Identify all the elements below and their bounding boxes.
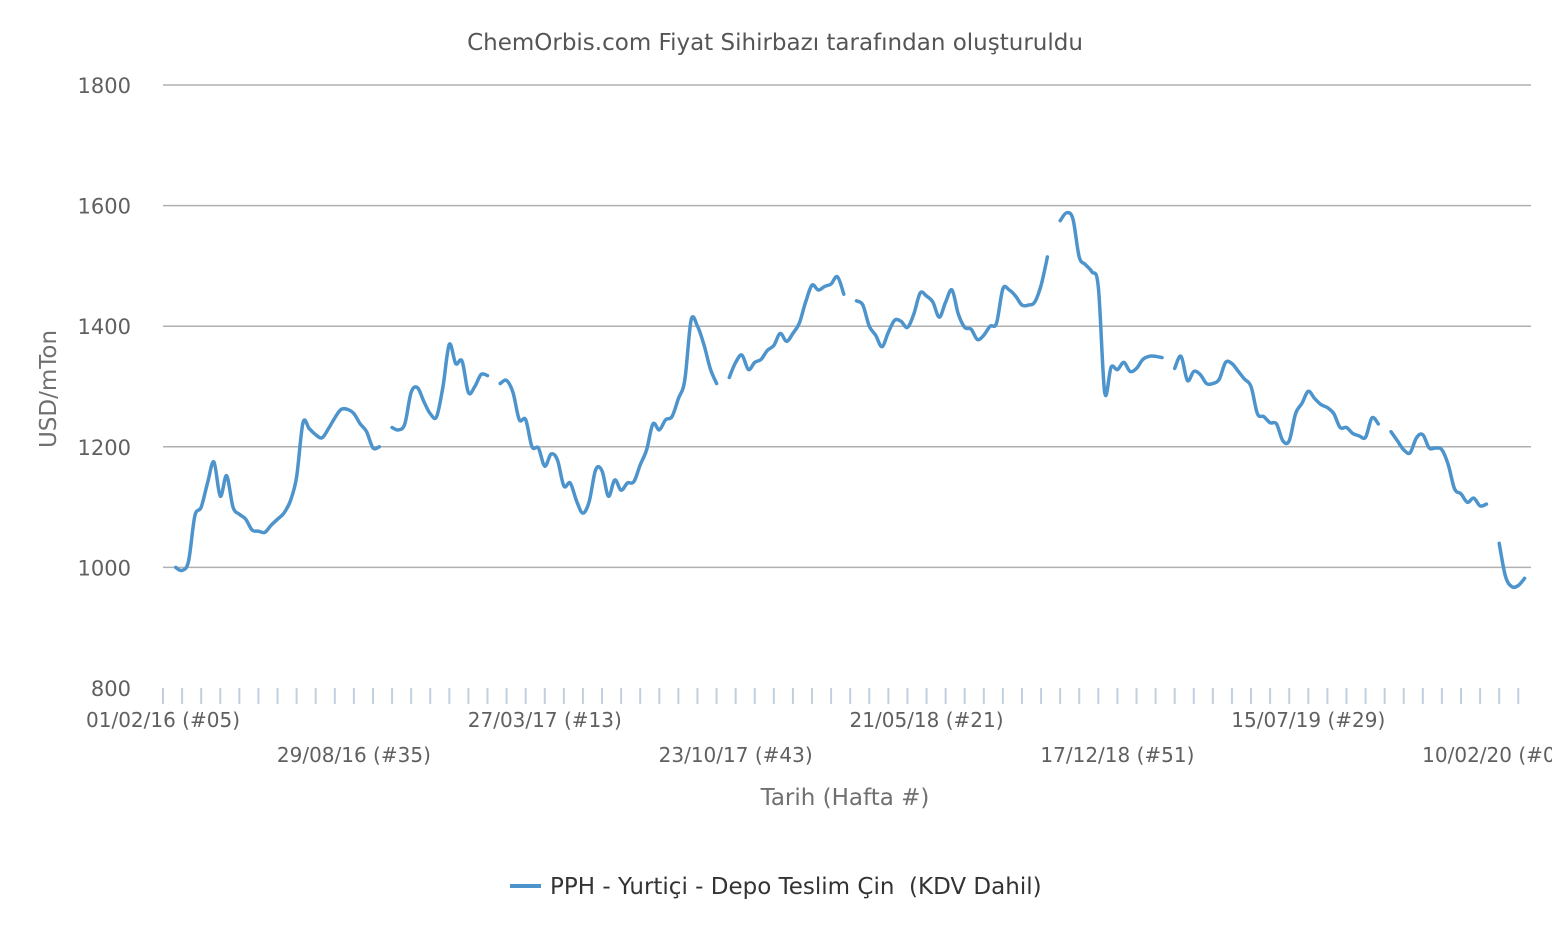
- chart-title: ChemOrbis.com Fiyat Sihirbazı tarafından…: [467, 30, 1083, 56]
- series-line-segment: [1497, 541, 1527, 590]
- x-tick-label: 10/02/20 (#06): [1422, 743, 1552, 767]
- series-line-segment: [854, 255, 1050, 349]
- x-tick-label: 17/12/18 (#51): [1040, 743, 1194, 767]
- series-line-segment: [1172, 354, 1381, 446]
- x-axis-label: Tarih (Hafta #): [760, 785, 930, 811]
- y-tick-label: 1200: [78, 436, 131, 460]
- y-axis-label: USD/mTon: [36, 330, 62, 448]
- x-tick-label: 01/02/16 (#05): [86, 708, 240, 732]
- x-tick-label: 23/10/17 (#43): [659, 743, 813, 767]
- x-tick-label: 29/08/16 (#35): [277, 743, 431, 767]
- gridlines: [163, 84, 1531, 569]
- x-tick-label: 21/05/18 (#21): [850, 708, 1004, 732]
- series-line-segment: [390, 342, 490, 432]
- y-tick-label: 1400: [78, 315, 131, 339]
- legend: PPH - Yurtiçi - Depo Teslim Çin (KDV Dah…: [510, 874, 1042, 900]
- x-axis-ticks: 01/02/16 (#05) 29/08/16 (#35) 27/03/17 (#1…: [86, 688, 1552, 767]
- y-axis-ticks: 800 1000 1200 1400 1600 1800: [78, 74, 131, 701]
- series-line-segment: [1058, 210, 1164, 398]
- series-line-segment: [498, 314, 719, 515]
- y-tick-label: 1000: [78, 556, 131, 580]
- y-tick-label: 1800: [78, 74, 131, 98]
- legend-label: PPH - Yurtiçi - Depo Teslim Çin (KDV Dah…: [550, 874, 1042, 900]
- x-tick-label: 27/03/17 (#13): [468, 708, 622, 732]
- y-tick-label: 1600: [78, 195, 131, 219]
- series-layer: [173, 210, 1527, 590]
- y-tick-label: 800: [91, 677, 131, 701]
- series-line-segment: [173, 406, 382, 573]
- series-line-segment: [1389, 429, 1489, 508]
- x-tick-label: 15/07/19 (#29): [1231, 708, 1385, 732]
- series-line-segment: [727, 274, 846, 380]
